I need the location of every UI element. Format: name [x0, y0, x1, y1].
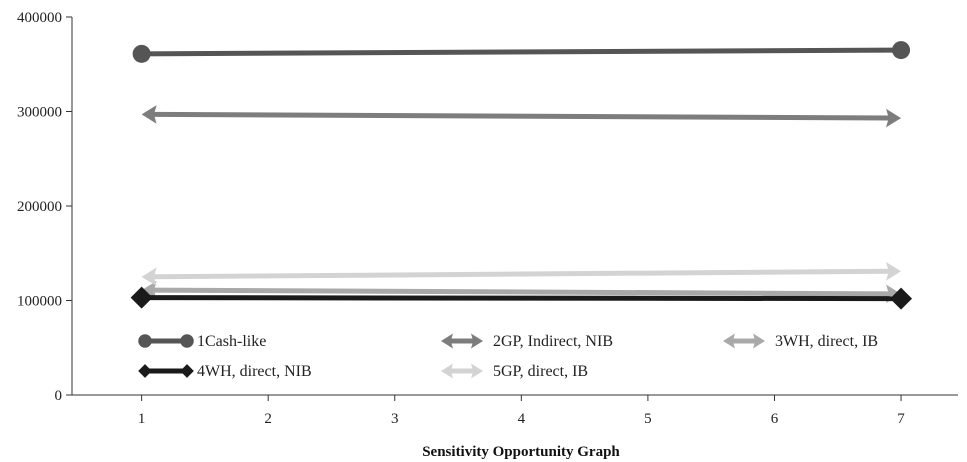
x-tick-label: 2: [264, 411, 272, 427]
circle-marker: [138, 334, 152, 348]
x-tick-label: 7: [897, 411, 905, 427]
arrow-marker: [441, 333, 453, 349]
arrow-marker: [885, 262, 902, 281]
circle-marker: [132, 44, 151, 63]
series-5: [141, 262, 902, 287]
series-line: [141, 47, 902, 57]
legend-item-3: 3WH, direct, IB: [723, 333, 878, 350]
circle-marker: [180, 334, 194, 348]
y-tick-label: 0: [55, 388, 63, 404]
series-layer: [130, 41, 913, 310]
series-1: [132, 41, 911, 63]
series-line: [153, 287, 890, 297]
arrow-marker: [141, 105, 157, 124]
arrow-marker: [723, 333, 735, 349]
diamond-marker: [138, 364, 152, 378]
legend-label: 3WH, direct, IB: [775, 333, 878, 350]
legend-label: 1Cash-like: [197, 333, 266, 350]
series-2: [141, 105, 902, 128]
series-line: [153, 268, 890, 280]
x-tick-label: 4: [518, 411, 526, 427]
series-4: [130, 286, 913, 310]
y-tick-label: 300000: [17, 105, 62, 121]
x-tick-label: 5: [644, 411, 652, 427]
circle-marker: [892, 41, 911, 60]
arrow-marker: [441, 363, 453, 379]
x-tick-label: 1: [138, 411, 146, 427]
x-tick-label: 3: [391, 411, 399, 427]
arrow-marker: [141, 267, 157, 287]
y-tick-label: 200000: [17, 199, 62, 215]
legend-label: 5GP, direct, IB: [493, 363, 588, 380]
x-axis-title: Sensitivity Opportunity Graph: [422, 444, 620, 460]
legend-item-5: 5GP, direct, IB: [441, 363, 588, 380]
legend-item-2: 2GP, Indirect, NIB: [441, 333, 613, 350]
y-tick-label: 100000: [17, 294, 62, 310]
diamond-marker: [130, 286, 153, 309]
legend-item-1: 1Cash-like: [138, 333, 266, 350]
arrow-marker: [885, 108, 902, 128]
legend-label: 4WH, direct, NIB: [197, 363, 312, 380]
legend: 1Cash-like 2GP, Indirect, NIB 3WH, direct,…: [138, 333, 878, 380]
legend-label: 2GP, Indirect, NIB: [493, 333, 613, 350]
arrow-marker: [471, 333, 483, 349]
diamond-marker: [180, 364, 194, 378]
legend-item-4: 4WH, direct, NIB: [138, 363, 312, 380]
x-tick-label: 6: [771, 411, 779, 427]
arrow-marker: [141, 280, 157, 300]
y-tick-label: 400000: [17, 10, 62, 26]
diamond-marker: [890, 287, 913, 310]
arrow-marker: [753, 333, 765, 349]
arrow-marker: [471, 363, 483, 379]
series-line: [153, 111, 890, 121]
series-line: [141, 295, 902, 302]
axes: 0 100000 200000 300000 400000 1 2 3 4 5 6 7: [17, 10, 958, 427]
